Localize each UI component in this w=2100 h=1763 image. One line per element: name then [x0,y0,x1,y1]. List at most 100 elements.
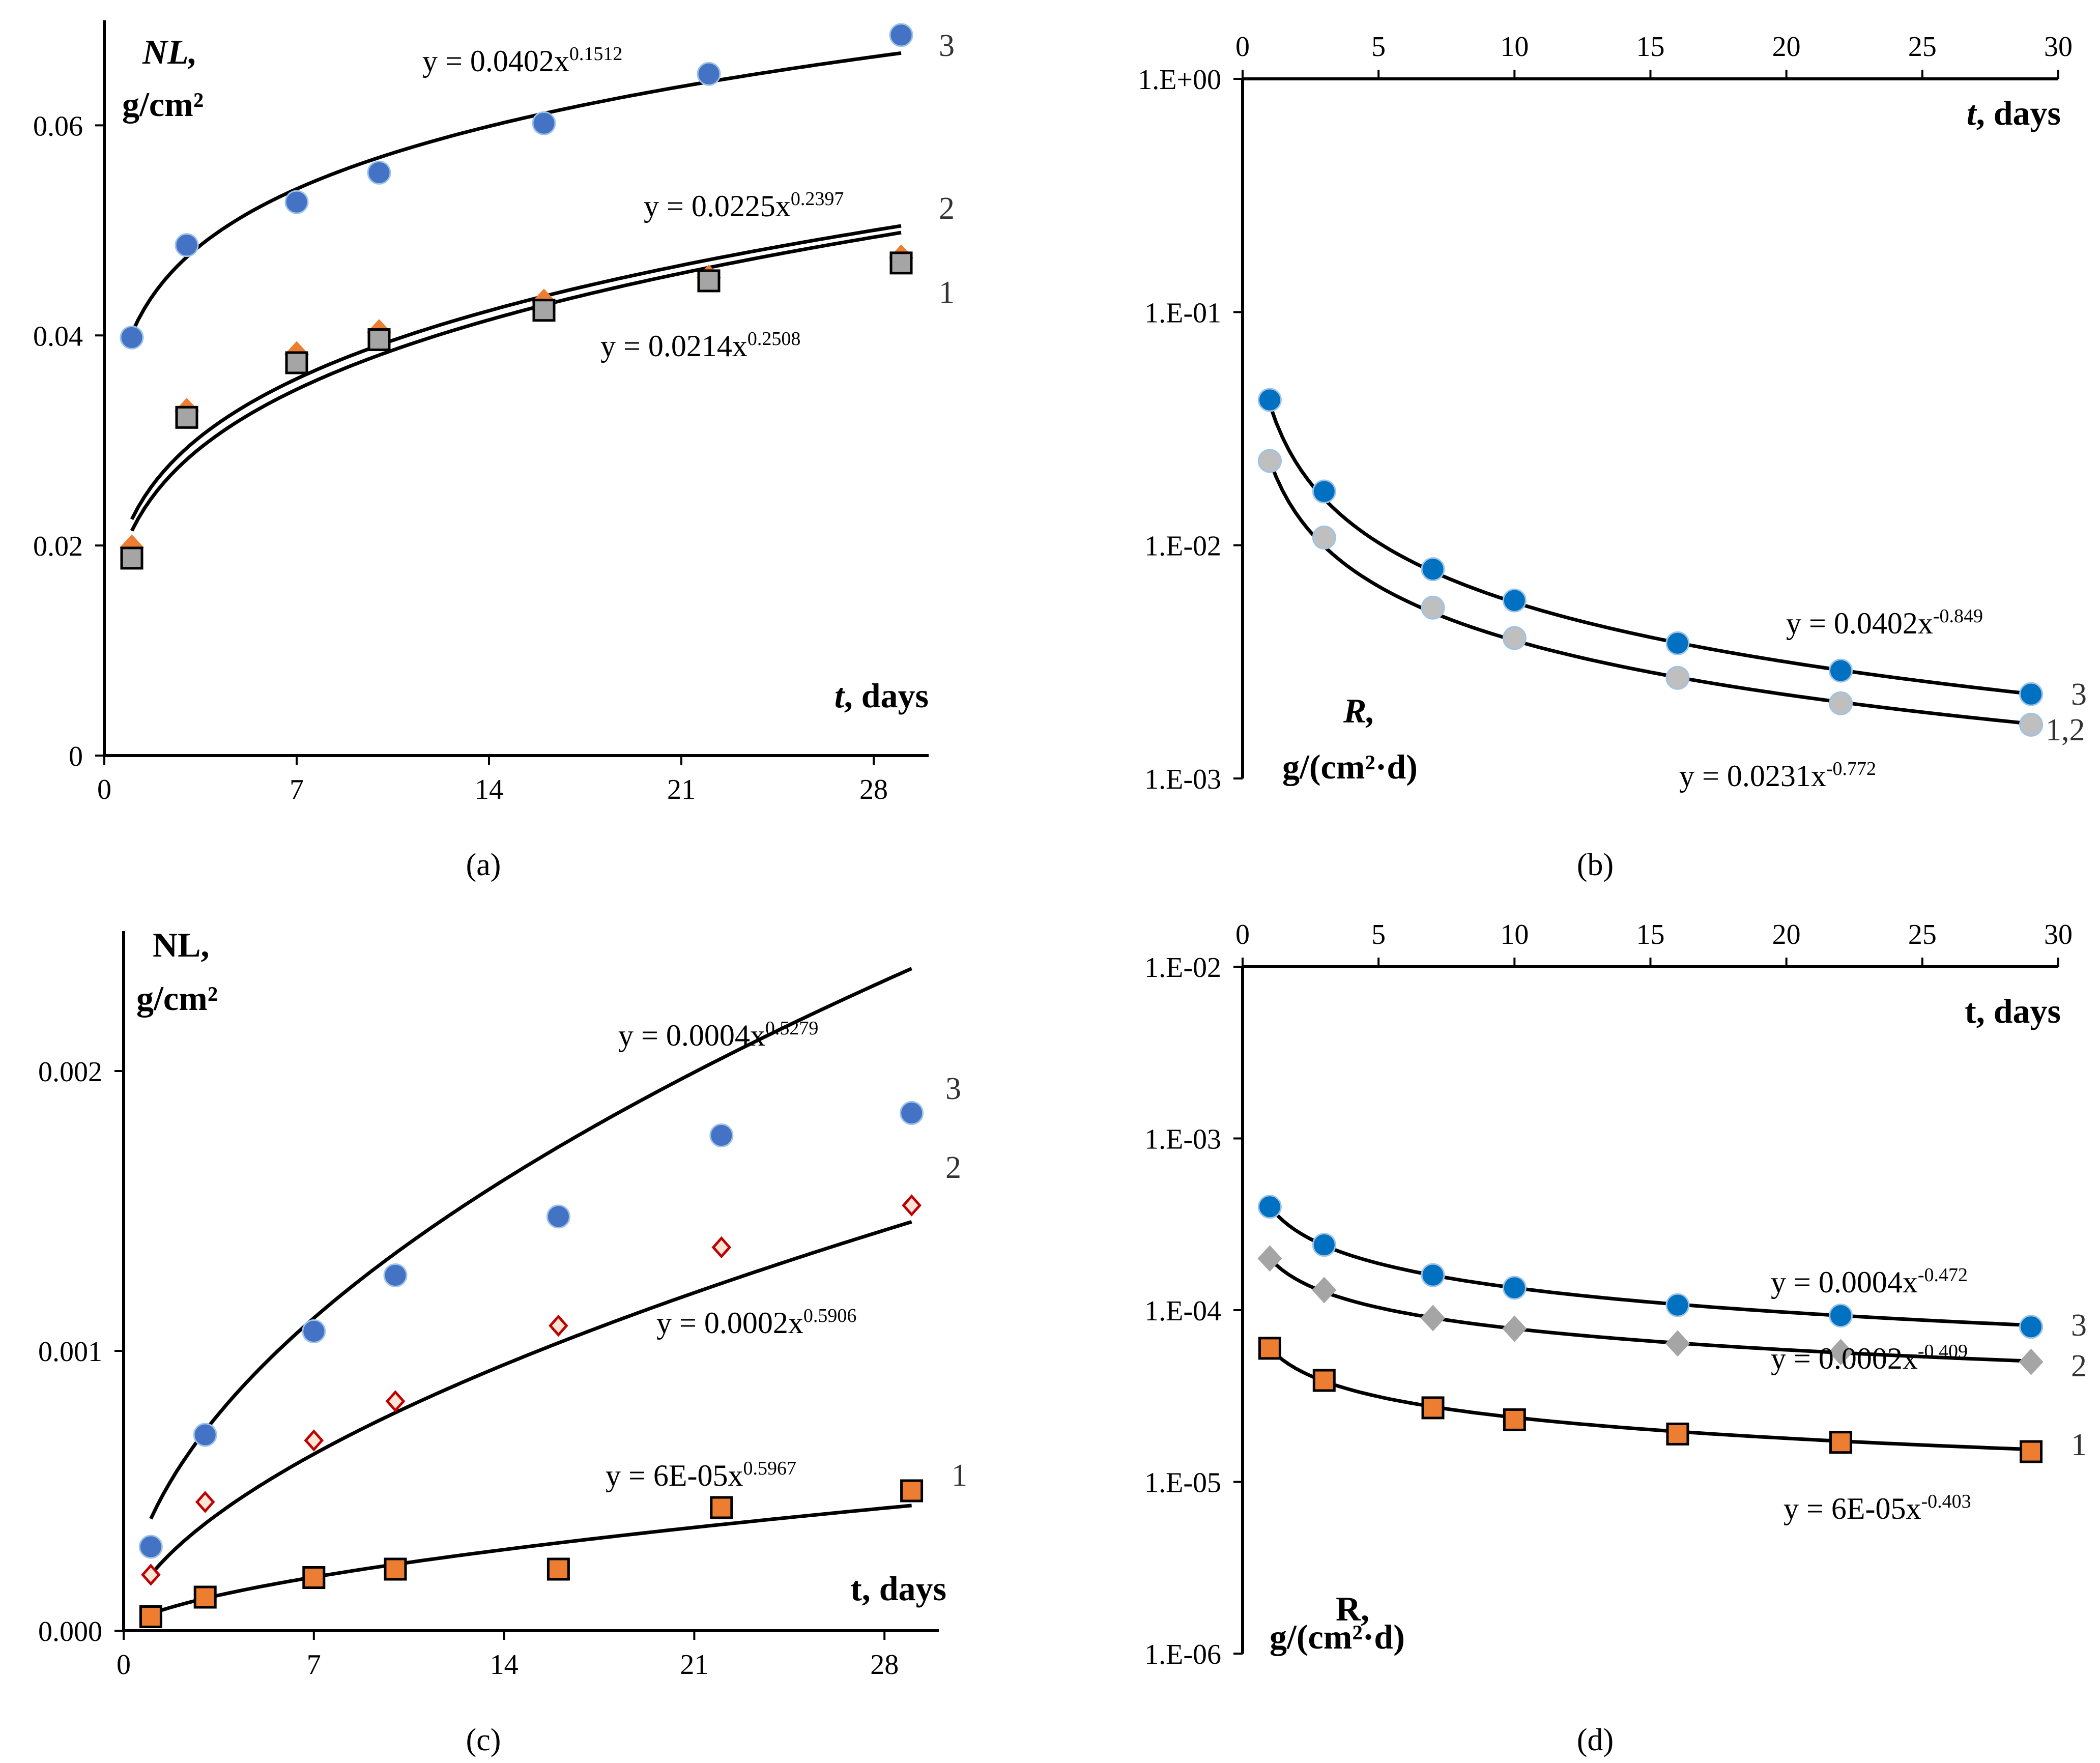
panel-b-point-series-3 [1829,658,1853,683]
panel-a-x-tick-label: 14 [475,774,503,805]
panel-b-y-title-line1: R, [1343,691,1375,730]
panel-a-x-unit: days [861,676,929,715]
panel-a-point-series-3 [284,190,309,214]
panel-b-point-series-3 [1312,479,1336,504]
panel-d-plot: 0 5 10 15 20 25 30 1.E-06 1.E-05 1.E-04 1.E-03 1.E-… [1144,919,2073,1670]
panel-c-y-tick-label: 0.000 [38,1616,102,1648]
panel-d-point-series-2 [2019,1348,2044,1375]
panel-a-point-series-1 [175,406,198,429]
panel-b-x-tick-label: 20 [1772,31,1801,63]
panel-d-x-tick-label: 15 [1636,919,1665,950]
panel-b-y-tick-label: 1.E+00 [1138,64,1221,96]
panel-c-point-series-2 [195,1491,215,1513]
panel-b-fit-curve-3 [1268,403,2031,696]
panel-b-x-title: t, days [1967,94,2061,132]
panel-d-eq-2: y = 0.0002x-0.409 [1771,1341,1968,1375]
panel-b-series-label-3: 3 [2071,677,2087,712]
panel-a-fit-curve-3 [130,51,902,334]
panel-d-caption: (d) [1577,1723,1614,1757]
panel-d-point-series-3 [1502,1276,1527,1300]
panel-a-x-var: t [835,676,845,715]
panel-b-y-title-line2: g/(cm²·d) [1282,747,1418,786]
panel-c-point-series-1 [900,1479,924,1502]
panel-b-point-series-3 [1665,631,1690,655]
panel-d-point-series-2 [1312,1277,1337,1304]
panel-b-point-series-12 [1829,691,1853,715]
panel-c-y-tick-label: 0.002 [38,1056,102,1088]
panel-a-plot: 0 7 14 21 28 0 0.02 0.04 0.06 [33,20,929,805]
panel-a-point-series-1 [697,269,721,293]
panel-d-point-series-3 [1312,1233,1336,1257]
panel-c-point-series-3 [138,1535,163,1559]
panel-d-fit-curve-1 [1268,1347,2031,1452]
panel-a-eq-3: y = 0.0402x0.1512 [422,43,622,78]
panel-b-x-var: t [1967,94,1977,132]
panel-c-x-tick-label: 14 [490,1649,519,1681]
panel-c-fit-curve-2 [149,1220,912,1576]
panel-c-point-series-3 [546,1204,570,1229]
panel-d-point-series-1 [1258,1337,1281,1360]
panel-d-point-series-1 [1421,1396,1445,1420]
panel-a-point-series-3 [889,23,913,47]
panel-b-x-tick-label: 5 [1371,31,1386,63]
panel-c-point-series-1 [302,1566,326,1589]
panel-a-y-tick-label: 0.06 [33,110,83,142]
panel-a-series-label-3: 3 [939,28,955,63]
panel-d-y-title-line2: g/(cm²·d) [1270,1617,1405,1656]
panel-d-point-series-1 [1503,1408,1526,1431]
panel-a-x-tick-label: 21 [667,774,696,805]
panel-a-point-series-1 [889,251,913,275]
panel-c-series-label-3: 3 [945,1072,961,1106]
panel-b-y-tick-label: 1.E-03 [1144,764,1221,795]
panel-c-series-label-2: 2 [945,1150,961,1185]
panel-a-fit-curve-1 [130,230,902,532]
panel-a-fit-curve-2 [130,224,902,521]
panel-b-eq-12: y = 0.0231x-0.772 [1679,758,1876,793]
panel-d-y-title-line1: R, [1336,1589,1369,1628]
panel-c-point-series-1 [710,1496,733,1519]
panel-c-point-series-3 [193,1423,217,1447]
panel-a-x-tick-label: 7 [290,774,304,805]
panel-a-point-series-3 [532,111,556,135]
panel-d-point-series-3 [1665,1293,1690,1317]
panel-b-x-tick-label: 0 [1235,31,1250,63]
panel-b-x-unit: days [1994,94,2061,132]
panel-d-y-tick-label: 1.E-06 [1144,1639,1221,1670]
panel-b-point-series-12 [2019,712,2044,737]
panel-d-y-tick-label: 1.E-03 [1144,1124,1221,1155]
panel-d-point-series-3 [1257,1195,1282,1219]
panel-a-point-series-1 [120,546,143,570]
panel-d: 0 5 10 15 20 25 30 1.E-06 1.E-05 1.E-04 1.E-03 1.E-… [1144,919,2087,1757]
panel-a-point-series-3 [367,160,391,185]
panel-a-x-tick-label: 28 [859,774,888,805]
panel-c-eq-1: y = 6E-05x0.5967 [606,1458,796,1492]
panel-d-series-label-3: 3 [2071,1308,2087,1343]
panel-d-point-series-1 [2020,1440,2043,1463]
panel-c-point-series-2 [141,1564,161,1586]
panel-d-x-tick-label: 5 [1371,919,1386,950]
panel-d-point-series-1 [1312,1369,1336,1392]
panel-c-point-series-2 [385,1390,406,1412]
panel-d-x-tick-label: 25 [1908,919,1937,950]
panel-a-eq-1: y = 0.0214x0.2508 [600,328,800,363]
panel-a-point-series-3 [175,233,199,257]
panel-b-point-series-12 [1312,525,1336,550]
panel-c-x-tick-label: 21 [680,1649,708,1681]
panel-a-series-label-1: 1 [939,275,955,310]
panel-b-series-label-12: 1,2 [2046,713,2085,747]
panel-c-point-series-1 [193,1585,217,1609]
panel-b-x-tick-label: 30 [2044,31,2073,63]
panel-d-point-series-3 [1829,1304,1853,1328]
panel-c-eq-2: y = 0.0002x0.5906 [656,1305,856,1340]
panel-c-point-series-3 [900,1101,924,1125]
panel-b-y-tick-label: 1.E-02 [1144,531,1221,562]
panel-c-point-series-1 [384,1557,407,1581]
panel-c-point-series-3 [383,1263,408,1287]
panel-d-y-tick-label: 1.E-05 [1144,1467,1221,1499]
panel-d-x-tick-label: 10 [1500,919,1529,950]
panel-d-point-series-2 [1828,1339,1853,1366]
panel-c-point-series-1 [546,1557,570,1581]
panel-a-point-series-1 [532,299,556,322]
